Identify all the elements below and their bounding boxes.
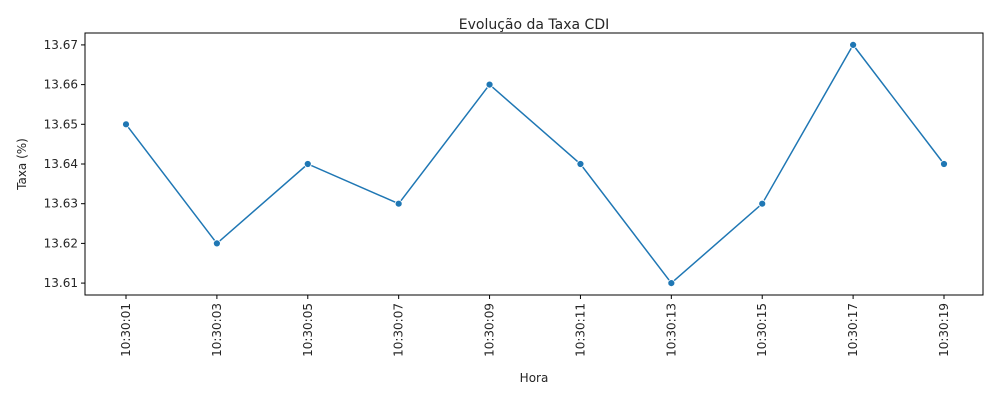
x-tick-label: 10:30:15 bbox=[755, 303, 769, 357]
y-tick-label: 13.66 bbox=[44, 78, 78, 92]
y-tick-label: 13.64 bbox=[44, 157, 78, 171]
x-tick-label: 10:30:19 bbox=[937, 303, 951, 357]
data-point bbox=[576, 160, 585, 168]
y-tick-label: 13.61 bbox=[44, 276, 78, 290]
data-point bbox=[940, 160, 948, 168]
x-tick-label: 10:30:01 bbox=[119, 303, 133, 357]
x-axis-label: Hora bbox=[520, 371, 549, 385]
plot-frame bbox=[84, 32, 984, 296]
data-point bbox=[667, 279, 676, 287]
x-tick-label: 10:30:13 bbox=[664, 303, 678, 357]
data-point bbox=[212, 239, 221, 248]
y-tick-label: 13.65 bbox=[44, 117, 78, 131]
series-line bbox=[125, 43, 945, 285]
data-point bbox=[758, 199, 767, 208]
data-point bbox=[849, 41, 858, 49]
data-point bbox=[394, 199, 403, 208]
y-axis-label: Taxa (%) bbox=[15, 138, 29, 191]
data-point bbox=[122, 120, 130, 129]
data-point bbox=[485, 80, 494, 89]
chart-title: Evolução da Taxa CDI bbox=[459, 17, 609, 33]
x-tick-label: 10:30:03 bbox=[210, 303, 224, 357]
y-tick-label: 13.62 bbox=[44, 236, 78, 250]
y-tick-label: 13.67 bbox=[44, 38, 78, 52]
x-tick-label: 10:30:11 bbox=[573, 303, 587, 357]
x-tick-label: 10:30:07 bbox=[392, 303, 406, 357]
y-tick-label: 13.63 bbox=[44, 197, 78, 211]
x-tick-label: 10:30:17 bbox=[846, 303, 860, 357]
x-tick-label: 10:30:09 bbox=[483, 303, 497, 357]
x-tick-label: 10:30:05 bbox=[301, 303, 315, 357]
data-point bbox=[303, 160, 312, 168]
